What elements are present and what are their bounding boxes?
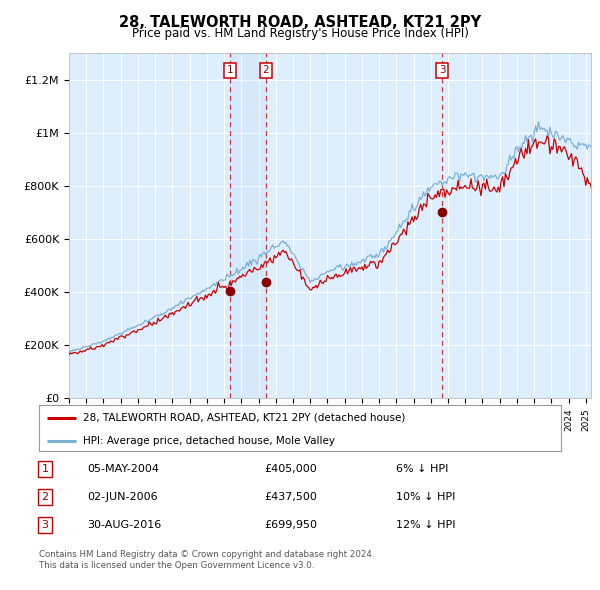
Text: 10% ↓ HPI: 10% ↓ HPI (396, 492, 455, 502)
Text: 2: 2 (41, 492, 49, 502)
Text: £405,000: £405,000 (264, 464, 317, 474)
Text: 6% ↓ HPI: 6% ↓ HPI (396, 464, 448, 474)
Text: 28, TALEWORTH ROAD, ASHTEAD, KT21 2PY: 28, TALEWORTH ROAD, ASHTEAD, KT21 2PY (119, 15, 481, 30)
Text: Price paid vs. HM Land Registry's House Price Index (HPI): Price paid vs. HM Land Registry's House … (131, 27, 469, 40)
Bar (230, 53, 266, 398)
Text: £437,500: £437,500 (264, 492, 317, 502)
Text: 2: 2 (262, 65, 269, 76)
Text: £699,950: £699,950 (264, 520, 317, 530)
Text: This data is licensed under the Open Government Licence v3.0.: This data is licensed under the Open Gov… (39, 560, 314, 569)
Text: 28, TALEWORTH ROAD, ASHTEAD, KT21 2PY (detached house): 28, TALEWORTH ROAD, ASHTEAD, KT21 2PY (d… (83, 413, 406, 423)
Text: 30-AUG-2016: 30-AUG-2016 (87, 520, 161, 530)
Text: 3: 3 (439, 65, 446, 76)
Text: Contains HM Land Registry data © Crown copyright and database right 2024.: Contains HM Land Registry data © Crown c… (39, 550, 374, 559)
Text: 02-JUN-2006: 02-JUN-2006 (87, 492, 158, 502)
Text: 1: 1 (41, 464, 49, 474)
Text: 05-MAY-2004: 05-MAY-2004 (87, 464, 159, 474)
Text: 3: 3 (41, 520, 49, 530)
Text: 1: 1 (226, 65, 233, 76)
Text: HPI: Average price, detached house, Mole Valley: HPI: Average price, detached house, Mole… (83, 436, 335, 446)
Text: 12% ↓ HPI: 12% ↓ HPI (396, 520, 455, 530)
